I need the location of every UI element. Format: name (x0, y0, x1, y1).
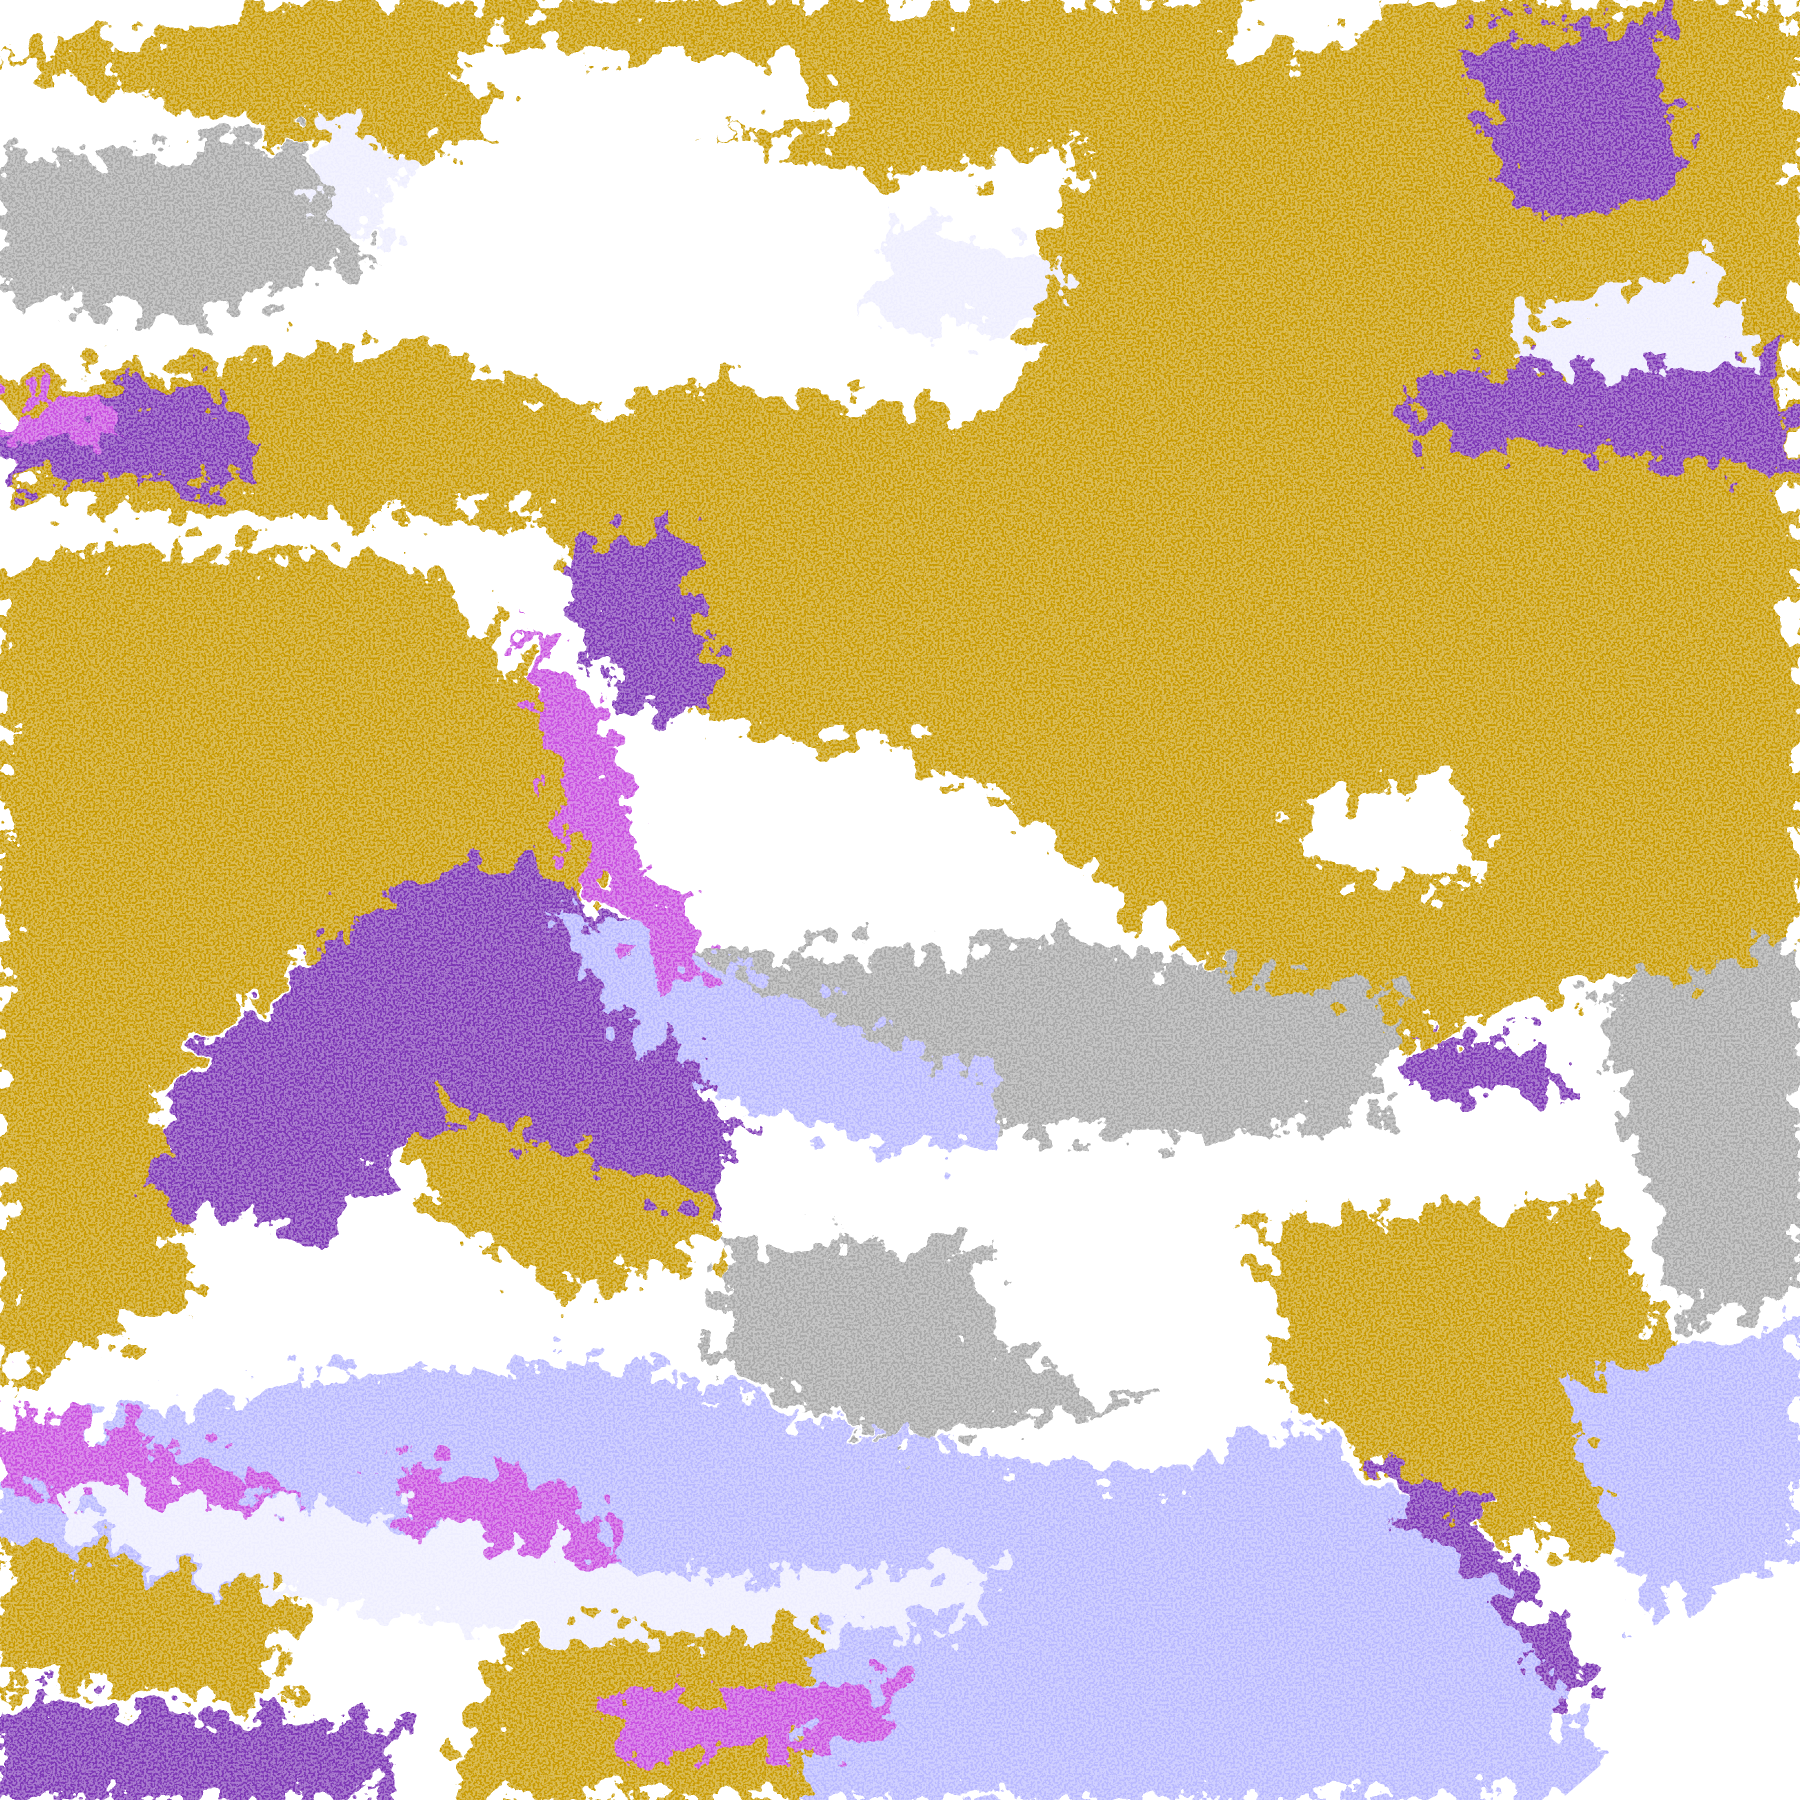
disk-edge-blank (1560, 1560, 1800, 1800)
